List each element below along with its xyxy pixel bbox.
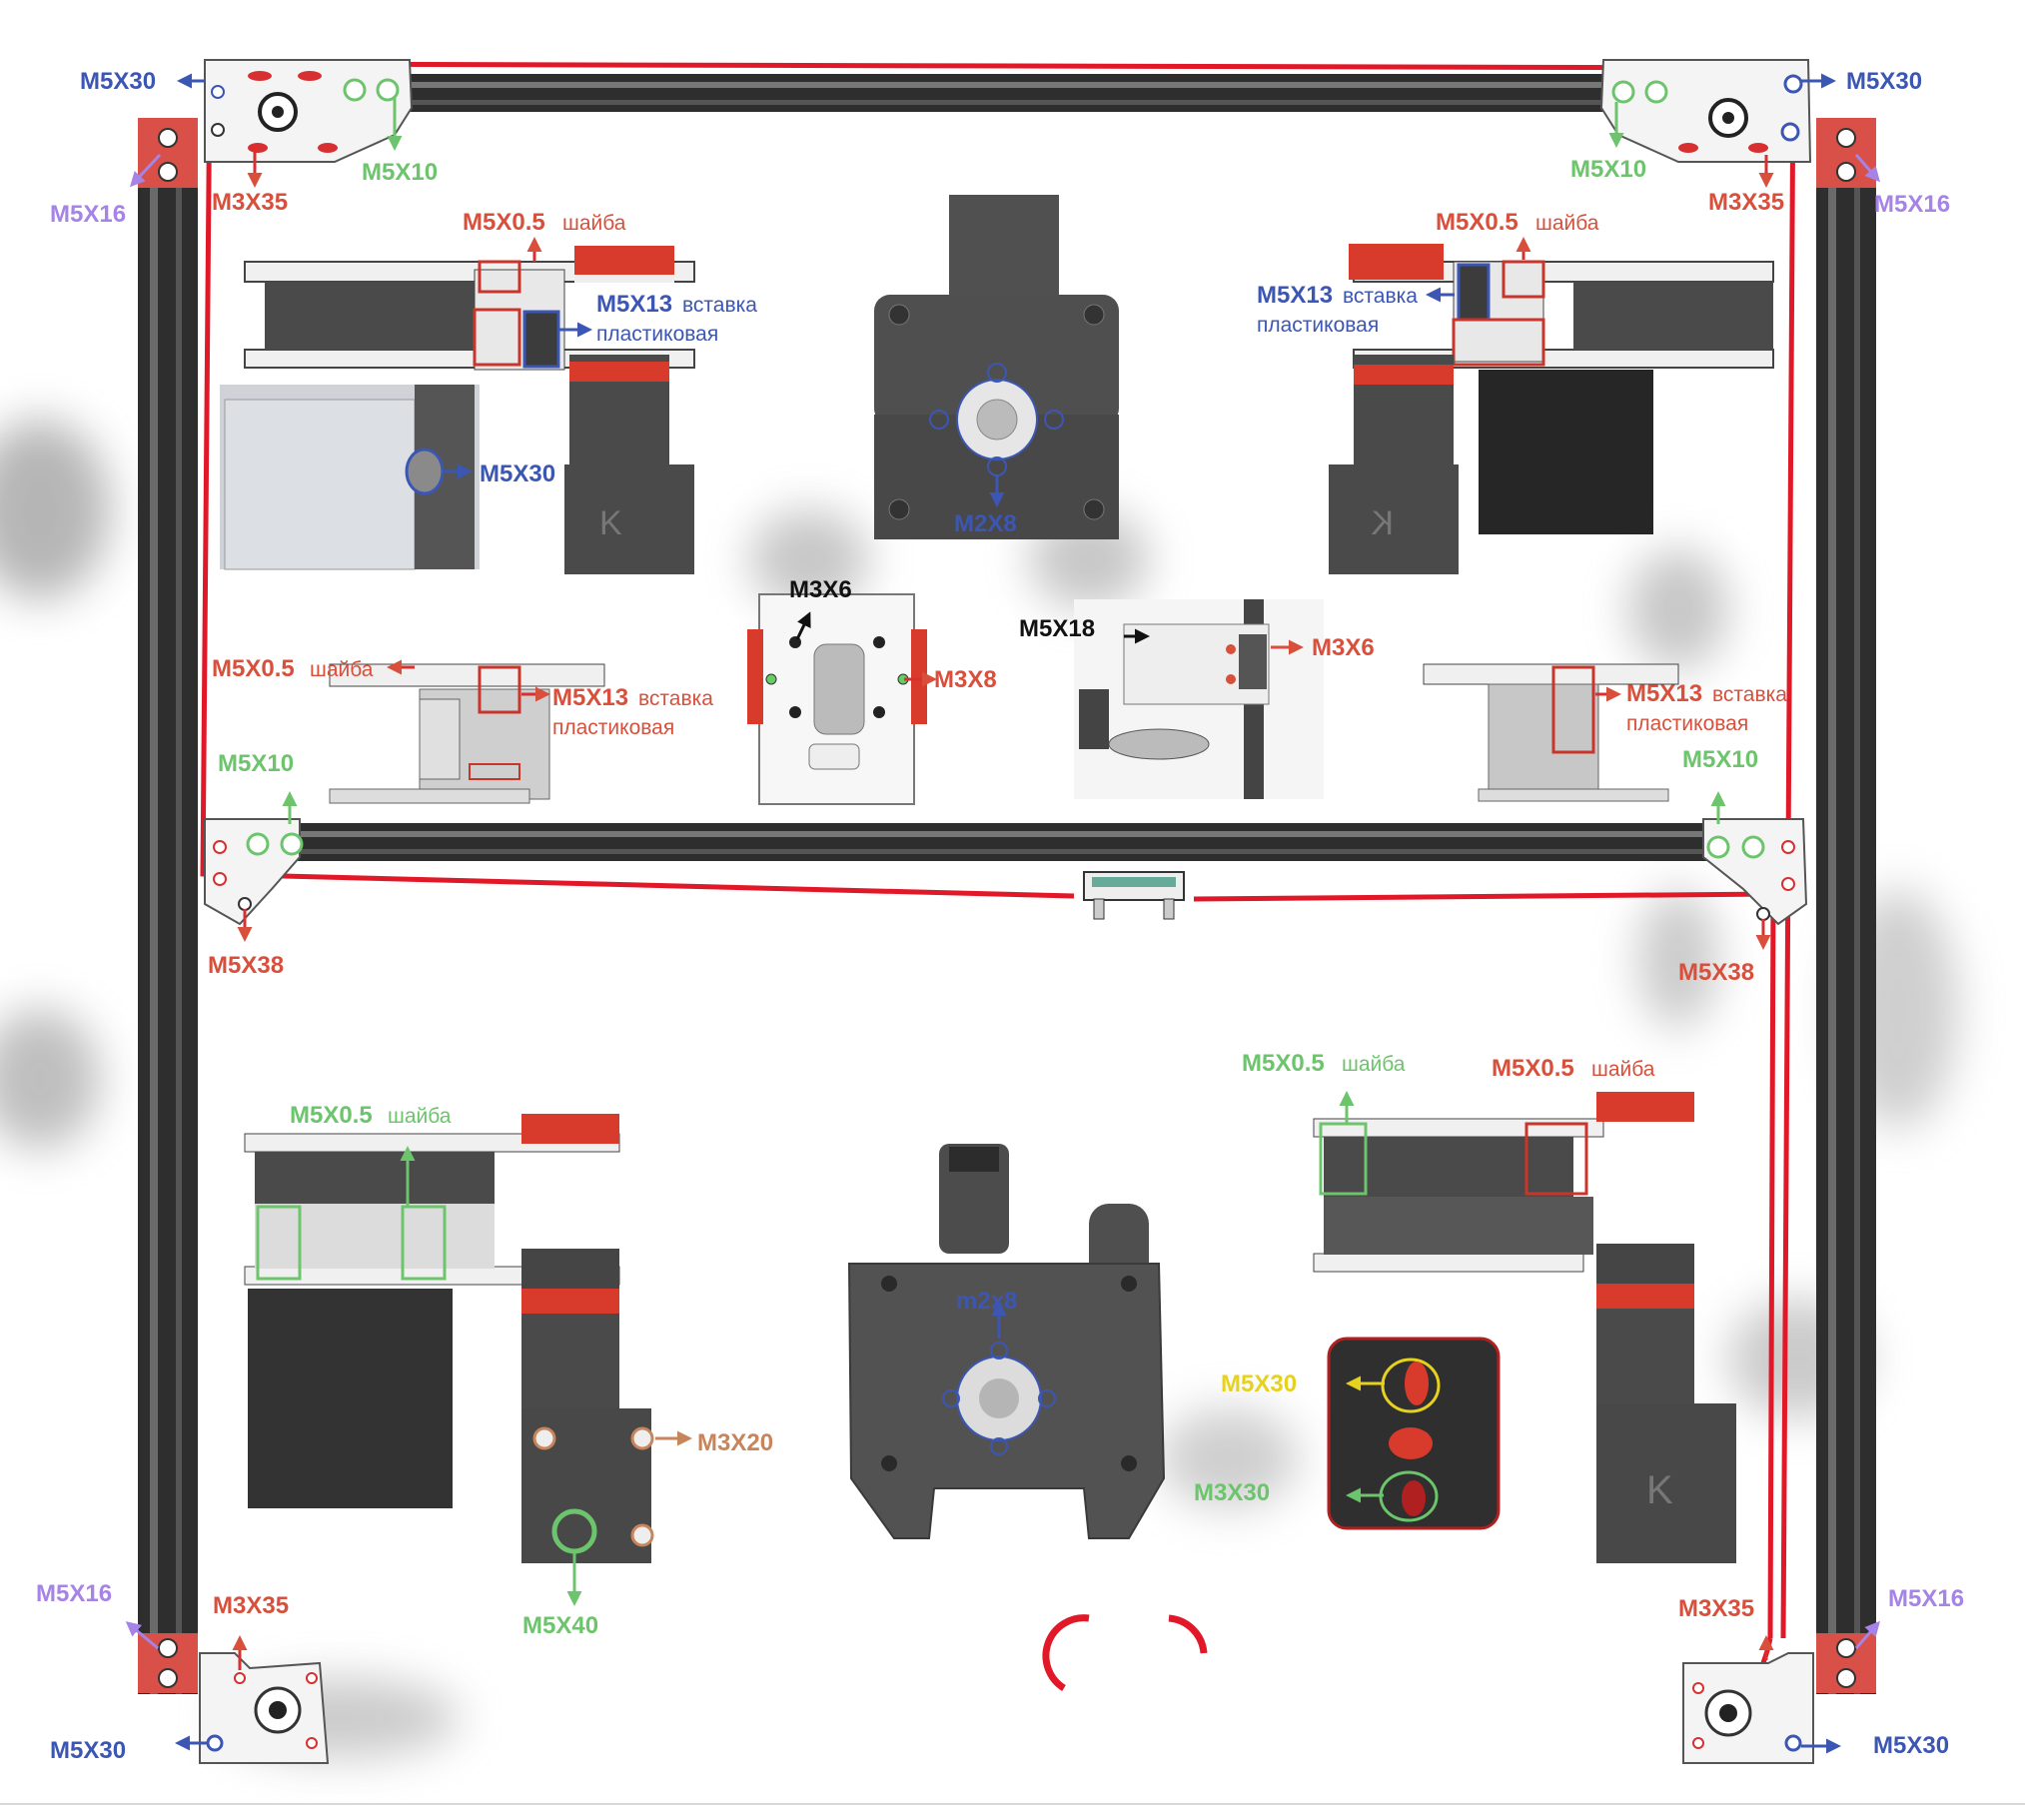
k-logo-mirrored: K (1371, 504, 1394, 542)
label-i-m2x8: m2x8 (956, 1288, 1017, 1315)
label-g-insert-code: M5X13 (1626, 680, 1702, 707)
label-br-m5x16: M5X16 (1888, 1585, 1964, 1612)
label-tr-m5x16: M5X16 (1874, 191, 1950, 218)
label-f-m3x6: M3X6 (1312, 634, 1375, 661)
label-a-insert-word: вставка (682, 294, 757, 317)
detail-i-motor-mount-iso (847, 1144, 1166, 1539)
detail-g-pulley-right (1423, 663, 1679, 802)
label-d-washer-word: шайба (310, 658, 374, 681)
label-j-m5x30: M5X30 (1221, 1370, 1297, 1397)
label-br-m3x35: M3X35 (1678, 1595, 1754, 1622)
label-f-m5x18: M5X18 (1019, 615, 1095, 642)
labels: M5X30 M5X10 M5X16 M3X35 M5X30 M5X10 M5X1… (36, 68, 1964, 1764)
label-j-washer-red-code: M5X0.5 (1492, 1055, 1574, 1082)
label-bl-m5x16: M5X16 (36, 1580, 112, 1607)
label-tr-m5x10: M5X10 (1570, 156, 1646, 183)
corner-plate-top-left (138, 59, 414, 188)
label-c-washer-word: шайба (1535, 212, 1599, 235)
label-c-insert-word: вставка (1343, 285, 1418, 308)
corner-plate-bottom-left (138, 1633, 330, 1764)
label-e-m3x6: M3X6 (789, 576, 852, 603)
label-bl-m3x35: M3X35 (213, 1592, 289, 1619)
callout-arrows (125, 73, 1880, 1754)
label-a-insert-line2: пластиковая (596, 323, 718, 346)
label-h-washer-code: M5X0.5 (290, 1102, 373, 1129)
label-ml-m5x10: M5X10 (218, 750, 294, 777)
label-br-m5x30: M5X30 (1873, 1732, 1949, 1759)
label-d-washer-code: M5X0.5 (212, 655, 295, 682)
detail-j-z-motor-right: K (1313, 1092, 1736, 1563)
label-g-insert-line2: пластиковая (1626, 712, 1748, 735)
detail-f-hotend-carriage (1074, 599, 1324, 799)
label-tr-m3x35: M3X35 (1708, 189, 1784, 216)
label-j-washer-red-word: шайба (1591, 1058, 1655, 1081)
corner-plate-mid-right (1702, 818, 1808, 926)
label-h-m5x40: M5X40 (522, 1612, 598, 1639)
label-d-insert-line2: пластиковая (552, 716, 674, 739)
label-c-washer-code: M5X0.5 (1436, 209, 1519, 236)
detail-d-pulley-left (329, 663, 605, 804)
k-logo-bottom: K (1646, 1468, 1673, 1512)
corner-plate-top-right (1599, 59, 1876, 188)
label-c-insert-code: M5X13 (1257, 282, 1333, 309)
label-d-insert-word: вставка (638, 687, 713, 710)
label-j-m3x30: M3X30 (1194, 1479, 1270, 1506)
label-h-washer-word: шайба (388, 1105, 452, 1128)
label-d-insert-code: M5X13 (552, 684, 628, 711)
frame-extrusions (138, 74, 1876, 1694)
detail-c-xy-idler-right: K (1329, 244, 1774, 574)
label-a-m5x30: M5X30 (480, 460, 555, 487)
detail-e-carriage-plate (747, 593, 927, 805)
label-b-m2x8: M2X8 (954, 510, 1017, 537)
detail-a-xy-idler-left: K (220, 246, 695, 574)
label-tl-m3x35: M3X35 (212, 189, 288, 216)
label-j-washer-green-code: M5X0.5 (1242, 1050, 1325, 1077)
label-a-insert-code: M5X13 (596, 291, 672, 318)
belt-clamp-center (1083, 871, 1185, 920)
detail-h-z-motor-left (244, 1114, 654, 1563)
label-c-insert-line2: пластиковая (1257, 314, 1379, 337)
label-mr-m5x38: M5X38 (1678, 959, 1754, 986)
detail-b-motor-mount (874, 195, 1119, 539)
label-e-m3x8: M3X8 (934, 666, 997, 693)
label-tr-m5x30: M5X30 (1846, 68, 1922, 95)
label-bl-m5x30: M5X30 (50, 1737, 126, 1764)
label-h-m3x20: M3X20 (697, 1429, 773, 1456)
label-tl-m5x10: M5X10 (362, 159, 438, 186)
label-g-insert-word: вставка (1712, 683, 1787, 706)
label-mr-m5x10: M5X10 (1682, 746, 1758, 773)
label-j-washer-green-word: шайба (1342, 1053, 1406, 1076)
bottom-divider (0, 1803, 2025, 1805)
label-ml-m5x38: M5X38 (208, 952, 284, 979)
label-tl-m5x16: M5X16 (50, 201, 126, 228)
corner-plate-mid-left (204, 818, 304, 926)
label-a-washer-code: M5X0.5 (463, 209, 545, 236)
k-logo: K (599, 504, 622, 542)
label-a-washer-word: шайба (562, 212, 626, 235)
corner-plate-bottom-right (1682, 1633, 1876, 1764)
label-tl-m5x30: M5X30 (80, 68, 156, 95)
